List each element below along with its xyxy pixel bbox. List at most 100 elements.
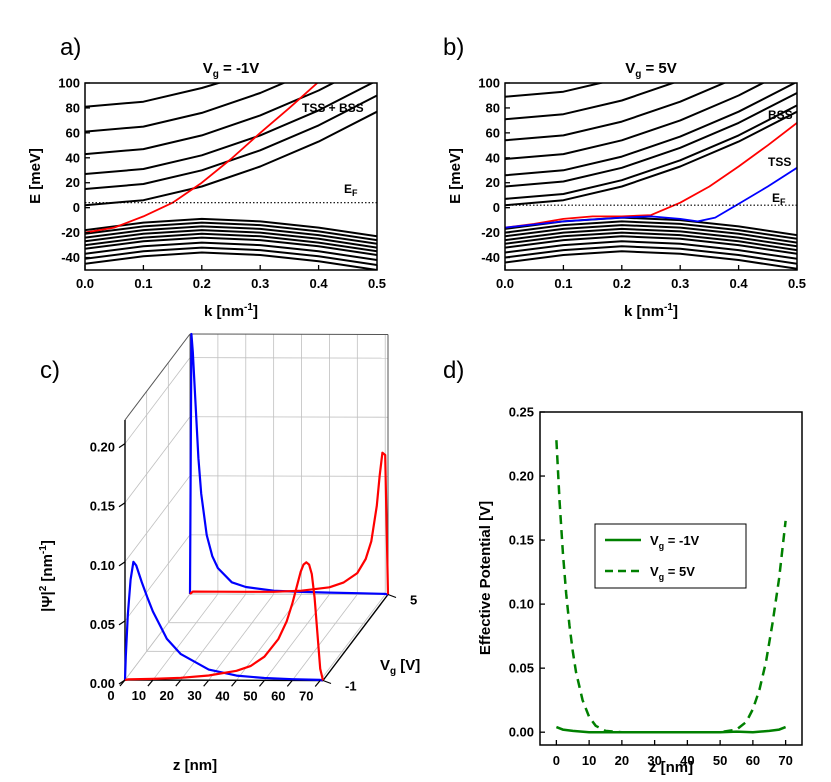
chart-b-line-8 [505,83,676,121]
chart-b-title: Vg = 5V [625,60,677,80]
chart-a-ytick-label-6: 80 [66,100,80,115]
chart-a-plot: 0.0 0.1 0.2 0.3 0.4 0.5 -40 -20 0 20 40 60 80 100 [58,76,386,292]
chart-b-line-2 [505,110,797,207]
chart-c-ztick-label-4: 0.20 [90,440,115,455]
chart-c-xtick-7 [314,680,321,687]
chart-c-xtick-4 [231,679,238,687]
chart-c-ztick-label-3: 0.15 [90,499,115,514]
chart-c-backgrid-h-1 [189,534,389,536]
chart-a-series [85,83,377,270]
chart-a-line-8 [85,221,377,242]
chart-a: Vg = -1V 0.0 0.1 0.2 0.3 0.4 0.5 -40 -20 0 20 40 60… [27,60,386,320]
chart-c-ztick-1 [118,620,126,626]
chart-a-line-7 [85,217,377,238]
chart-c-backgrid-h-4 [189,357,389,359]
chart-c-ztick-4 [118,443,126,449]
chart-c-xaxis [124,679,324,682]
chart-d-legend-label-0: Vg = -1V [650,533,700,551]
chart-c-line-0 [188,332,389,596]
chart-b-ytick-label-1: -20 [481,225,500,240]
chart-c-xtick-5 [258,679,265,687]
chart-c-xtick-3 [203,679,210,687]
chart-c-floorgrid-z-2 [180,593,247,681]
panel-label-b: b) [443,34,464,61]
chart-a-fermi-label: EF [344,182,358,198]
chart-a-frame [84,82,378,271]
chart-a-ytick-label-5: 60 [66,125,80,140]
chart-c-floorgrid-z-7 [319,594,386,681]
chart-c-xtick-label-4: 40 [215,688,229,703]
chart-d-xtick-label-5: 50 [713,753,727,768]
chart-c-plot: 0 10 20 30 40 50 60 70 0.00 0.05 0.10 0.15 0.20 -1 5 [90,332,417,703]
chart-c-ztick-3 [118,502,126,508]
chart-a-line-13 [85,241,377,261]
chart-b-xtick-label-4: 0.4 [730,276,749,291]
chart-b-line-13 [505,227,797,248]
chart-b-ytick-label-3: 20 [486,175,500,190]
chart-a-line-4 [85,83,336,156]
chart-d-xtick-label-6: 60 [746,753,760,768]
chart-b-line-18 [505,250,797,270]
chart-d-ytick-label-0: 0.00 [509,725,534,740]
chart-b-line-1 [505,167,797,229]
chart-c-depth-tick-0 [322,679,332,685]
chart-b-line-17 [505,245,797,265]
chart-a-xtick-label-4: 0.4 [310,276,329,291]
chart-c-line-3 [124,561,325,682]
chart-a-xtick-label-2: 0.2 [193,276,211,291]
chart-b-line-0 [505,122,797,229]
chart-c-line-1 [189,451,390,595]
chart-a-line-3 [85,83,375,175]
chart-b-ytick-label-0: -40 [481,250,500,265]
chart-b-plot: 0.0 0.1 0.2 0.3 0.4 0.5 -40 -20 0 20 40 60 80 100 [478,76,806,292]
chart-b-ytick-label-4: 40 [486,150,500,165]
chart-c-xtick-2 [175,679,182,687]
chart-c-ztick-label-0: 0.00 [90,676,115,691]
chart-a-ytick-label-2: 0 [73,200,80,215]
chart-c-xtick-label-2: 20 [160,688,174,703]
chart-b-ytick-label-7: 100 [478,76,500,91]
chart-d-xtick-label-3: 30 [647,753,661,768]
chart-a-line-14 [85,246,377,266]
chart-d-xtick-label-4: 40 [680,753,694,768]
chart-b-series [505,83,797,270]
chart-a-line-10 [85,229,377,249]
chart-a-ytick-label-3: 20 [66,175,80,190]
chart-b-ytick-label-2: 0 [493,200,500,215]
chart-c-floorgrid-z-5 [264,594,330,681]
chart-c-leftgrid-h-2 [124,475,191,563]
chart-a-xtick-label-0: 0.0 [76,276,94,291]
chart-d-ytick-label-5: 0.25 [509,405,534,420]
chart-d: 0 10 20 30 40 50 60 700.000.050.100.150.200.25 … [477,405,803,776]
chart-c-depth-axis [322,594,389,681]
chart-c-edge-1 [189,333,389,335]
chart-c-line-2 [123,560,324,682]
chart-d-plot: 0 10 20 30 40 50 60 70 0.00 0.05 0.10 0.15 0.20 0.25 [509,405,803,768]
chart-b-ytick-label-5: 60 [486,125,500,140]
chart-d-xtick-label-2: 20 [615,753,629,768]
chart-b-xtick-label-0: 0.0 [496,276,514,291]
chart-a-line-9 [85,225,377,245]
chart-b-line-9 [505,83,605,98]
chart-b-line-6 [505,83,766,160]
chart-c-ztick-2 [118,561,126,567]
chart-c-depth-tick-label-1: 5 [410,593,417,608]
chart-c: 0 10 20 30 40 50 60 70 0.00 0.05 0.10 0.15 0.20 -1 5 |… [38,332,420,774]
chart-c-depth-label: Vg [V] [380,657,420,677]
chart-a-line-0 [85,83,319,234]
chart-c-xtick-label-0: 0 [107,688,114,703]
chart-d-ytick-label-2: 0.10 [509,597,534,612]
chart-c-ztick-label-2: 0.10 [90,558,115,573]
chart-c-xtick-label-7: 70 [299,688,313,703]
chart-c-floorgrid-z-3 [208,593,274,681]
chart-c-ztick-0 [118,679,126,685]
chart-c-leftgrid-h-1 [124,534,191,622]
chart-c-xtick-6 [286,680,293,687]
chart-a-xtick-label-3: 0.3 [251,276,269,291]
chart-b-line-3 [505,104,797,200]
chart-b-line-4 [505,92,797,188]
chart-c-xtick-label-1: 10 [132,688,146,703]
panel-label-c: c) [40,357,60,384]
chart-c-xlabel: z [nm] [173,757,217,774]
chart-a-ytick-label-1: -20 [61,225,80,240]
